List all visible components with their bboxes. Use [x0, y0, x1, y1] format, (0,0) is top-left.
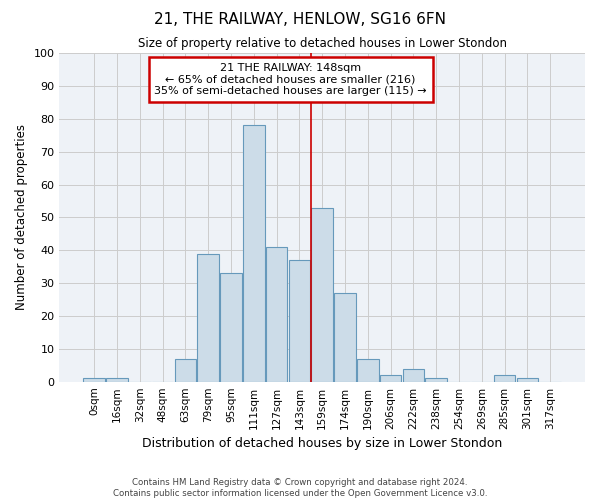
Bar [494, 375, 515, 382]
Bar [289, 260, 310, 382]
Title: Size of property relative to detached houses in Lower Stondon: Size of property relative to detached ho… [138, 38, 507, 51]
Bar [334, 293, 356, 382]
Bar [197, 254, 219, 382]
X-axis label: Distribution of detached houses by size in Lower Stondon: Distribution of detached houses by size … [142, 437, 502, 450]
Bar [403, 368, 424, 382]
Bar [106, 378, 128, 382]
Bar [220, 273, 242, 382]
Y-axis label: Number of detached properties: Number of detached properties [15, 124, 28, 310]
Bar [243, 126, 265, 382]
Text: 21, THE RAILWAY, HENLOW, SG16 6FN: 21, THE RAILWAY, HENLOW, SG16 6FN [154, 12, 446, 28]
Bar [380, 375, 401, 382]
Text: Contains HM Land Registry data © Crown copyright and database right 2024.
Contai: Contains HM Land Registry data © Crown c… [113, 478, 487, 498]
Bar [83, 378, 105, 382]
Bar [517, 378, 538, 382]
Bar [311, 208, 333, 382]
Bar [175, 358, 196, 382]
Bar [266, 247, 287, 382]
Bar [357, 358, 379, 382]
Bar [425, 378, 447, 382]
Text: 21 THE RAILWAY: 148sqm
← 65% of detached houses are smaller (216)
35% of semi-de: 21 THE RAILWAY: 148sqm ← 65% of detached… [154, 63, 427, 96]
